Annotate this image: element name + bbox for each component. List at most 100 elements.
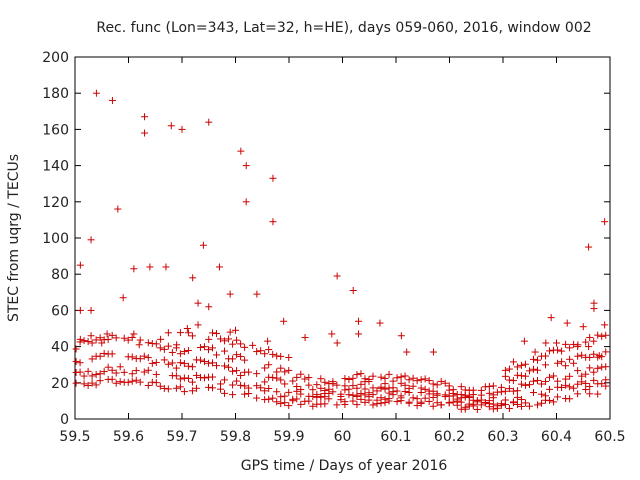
data-point: [305, 373, 313, 381]
data-point: [152, 370, 160, 378]
data-point: [429, 387, 437, 395]
data-point: [369, 372, 377, 380]
data-point: [457, 391, 465, 399]
data-point: [333, 401, 341, 409]
data-point: [353, 401, 361, 409]
data-point: [76, 261, 84, 269]
data-point: [361, 391, 369, 399]
data-point: [489, 382, 497, 390]
data-point: [321, 387, 329, 395]
data-point: [241, 356, 249, 364]
data-point: [381, 374, 389, 382]
data-point: [602, 382, 610, 390]
data-point: [184, 362, 192, 370]
data-point: [542, 377, 550, 385]
data-point: [341, 374, 349, 382]
data-point: [529, 377, 537, 385]
data-point: [469, 400, 477, 408]
data-point: [397, 332, 405, 340]
data-point: [273, 398, 281, 406]
data-point: [108, 375, 116, 383]
data-point: [167, 122, 175, 130]
data-point: [180, 360, 188, 368]
data-point: [376, 319, 384, 327]
data-point: [337, 396, 345, 404]
y-axis: 0 20 40 60 80 100 120 140 160 180 200: [42, 50, 610, 428]
y-tick-label: 160: [42, 122, 69, 138]
data-point: [417, 400, 425, 408]
data-point: [72, 379, 80, 387]
data-point: [208, 373, 216, 381]
data-point: [160, 345, 168, 353]
data-point: [601, 218, 609, 226]
data-point: [273, 374, 281, 382]
data-point: [558, 358, 566, 366]
data-point: [349, 382, 357, 390]
data-point: [194, 299, 202, 307]
data-point: [373, 387, 381, 395]
y-tick-label: 140: [42, 159, 69, 175]
data-point: [481, 399, 489, 407]
x-tick-label: 60: [334, 429, 352, 445]
data-point: [297, 370, 305, 378]
data-point: [333, 272, 341, 280]
data-point: [305, 397, 313, 405]
data-point: [96, 377, 104, 385]
data-point: [269, 174, 277, 182]
data-point: [281, 399, 289, 407]
data-point: [329, 388, 337, 396]
x-tick-label: 60.4: [541, 429, 572, 445]
data-point: [566, 395, 574, 403]
data-point: [553, 339, 560, 347]
data-point: [421, 375, 429, 383]
data-point: [509, 399, 517, 407]
data-point: [529, 365, 537, 373]
data-point: [586, 333, 594, 341]
x-tick-label: 59.6: [113, 429, 144, 445]
data-point: [566, 372, 574, 380]
data-point: [237, 381, 245, 389]
data-point: [112, 334, 120, 342]
data-point: [397, 379, 405, 387]
data-point: [241, 390, 249, 398]
data-point: [213, 330, 221, 338]
data-point: [221, 376, 229, 384]
data-point: [373, 400, 381, 408]
data-point: [233, 367, 241, 375]
data-point: [501, 387, 509, 395]
data-point: [501, 372, 509, 380]
data-point: [489, 405, 497, 413]
data-point: [277, 393, 285, 401]
data-point: [257, 347, 265, 355]
data-point: [413, 402, 421, 410]
data-point: [377, 399, 385, 407]
data-point: [152, 379, 160, 387]
data-point: [200, 374, 208, 382]
data-point: [194, 321, 202, 329]
data-point: [473, 397, 481, 405]
data-point: [586, 353, 594, 361]
data-point: [172, 384, 180, 392]
data-point: [309, 386, 317, 394]
data-point: [144, 366, 152, 374]
data-point: [226, 290, 234, 298]
data-point: [176, 383, 184, 391]
data-point: [538, 399, 546, 407]
data-point: [598, 380, 606, 388]
data-point: [405, 376, 413, 384]
data-point: [217, 385, 225, 393]
data-point: [116, 378, 124, 386]
data-point: [176, 329, 184, 337]
data-point: [590, 368, 598, 376]
data-point: [578, 372, 586, 380]
data-point: [245, 368, 253, 376]
x-tick-label: 59.8: [220, 429, 251, 445]
data-point: [229, 391, 237, 399]
data-point: [76, 338, 84, 346]
data-point: [445, 399, 453, 407]
data-point: [345, 385, 353, 393]
data-point: [285, 402, 293, 410]
data-point: [204, 346, 212, 354]
data-point: [221, 362, 229, 370]
